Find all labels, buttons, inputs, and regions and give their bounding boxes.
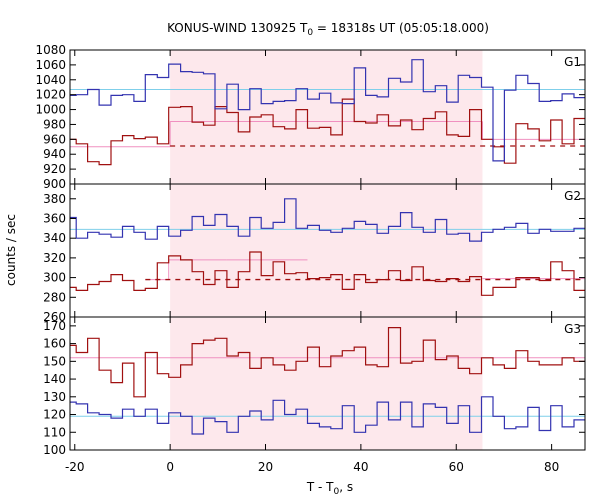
panel-g2: 260 280 300 320 340 360 380 G2 — [43, 183, 586, 324]
panel-label: G2 — [564, 189, 581, 203]
y-tick-label: 920 — [43, 162, 66, 176]
panel-label: G3 — [564, 322, 581, 336]
blue-light-curve — [70, 396, 585, 435]
chart-title: KONUS-WIND 130925 T0 = 18318s UT (05:05:… — [167, 21, 489, 38]
y-tick-label: 120 — [43, 408, 66, 422]
panel-label: G1 — [564, 55, 581, 69]
x-tick-label: 40 — [353, 460, 368, 474]
blue-light-curve — [70, 59, 585, 162]
red-light-curve — [70, 251, 585, 296]
y-tick-label: 380 — [43, 192, 66, 206]
panel-frame — [69, 316, 586, 451]
y-tick-label: 1020 — [35, 88, 66, 102]
y-tick-label: 150 — [43, 354, 66, 368]
y-tick-label: 360 — [43, 211, 66, 225]
shaded-interval — [170, 184, 483, 317]
y-tick-label: 140 — [43, 372, 66, 386]
shaded-interval — [170, 317, 483, 450]
x-tick-label: -20 — [65, 460, 85, 474]
x-tick-label: 0 — [166, 460, 174, 474]
y-tick-label: 160 — [43, 337, 66, 351]
panel-plot-area — [70, 50, 585, 184]
panel-g3: 100 110 120 130 140 150 160 170 G3 — [43, 316, 586, 457]
y-tick-label: 980 — [43, 117, 66, 131]
red-light-curve — [70, 98, 585, 166]
y-tick-label: 900 — [43, 177, 66, 191]
shaded-interval — [170, 50, 483, 184]
y-tick-label: 1080 — [35, 43, 66, 57]
panels-group: 90092094096098010001020104010601080G1260… — [35, 43, 586, 474]
y-tick-label: 170 — [43, 319, 66, 333]
x-tick-label: 60 — [449, 460, 464, 474]
blue-light-curve — [70, 198, 585, 242]
panel-plot-area — [70, 184, 585, 317]
y-tick-label: 110 — [43, 425, 66, 439]
panel-plot-area — [70, 317, 585, 450]
y-tick-label: 1000 — [35, 103, 66, 117]
y-tick-label: 130 — [43, 390, 66, 404]
y-axis-title: counts / sec — [4, 214, 18, 286]
y-tick-label: 960 — [43, 132, 66, 146]
x-tick-label: 20 — [258, 460, 273, 474]
y-tick-label: 100 — [43, 443, 66, 457]
x-tick-label: 80 — [544, 460, 559, 474]
y-tick-label: 940 — [43, 147, 66, 161]
y-tick-label: 300 — [43, 271, 66, 285]
y-tick-label: 1060 — [35, 58, 66, 72]
y-tick-label: 1040 — [35, 73, 66, 87]
red-light-curve — [70, 327, 585, 398]
x-axis-title: T - T0, s — [306, 480, 353, 497]
y-tick-label: 320 — [43, 251, 66, 265]
y-tick-label: 340 — [43, 231, 66, 245]
y-tick-label: 280 — [43, 290, 66, 304]
y-tick-label: 260 — [43, 310, 66, 324]
